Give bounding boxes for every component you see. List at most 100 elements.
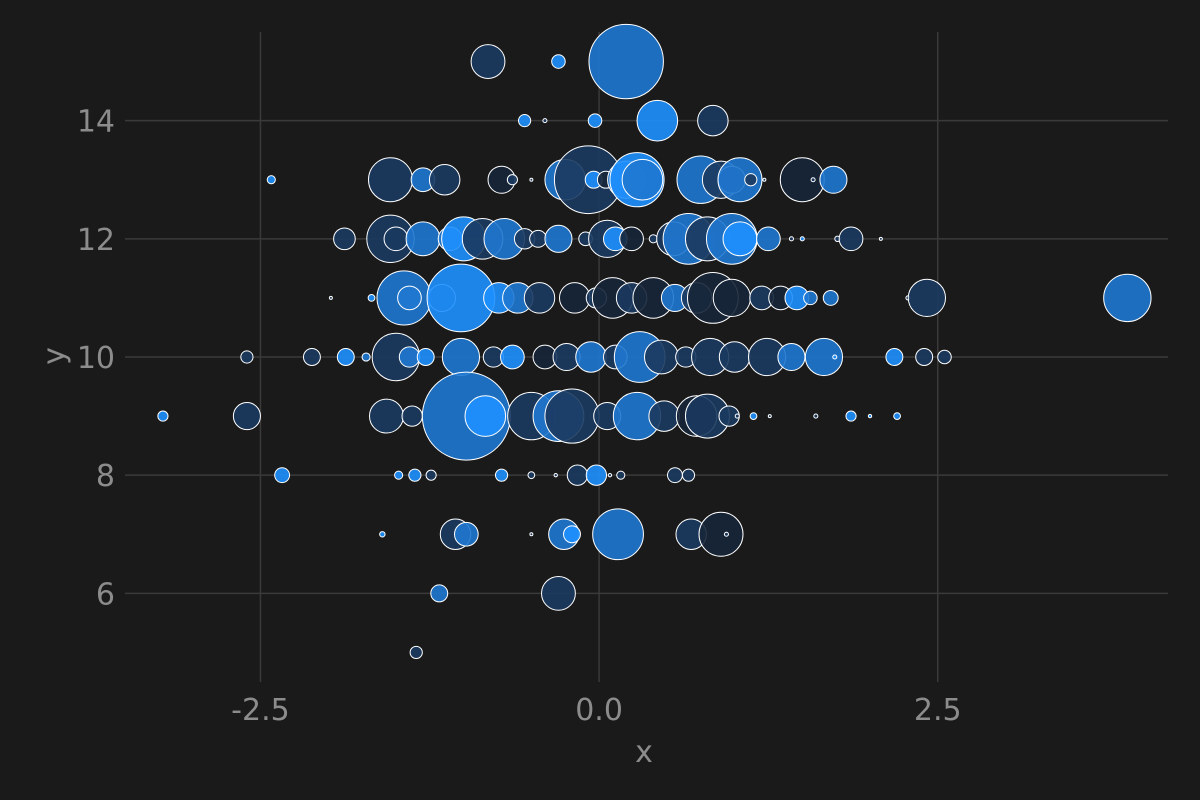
bubble-point: [803, 290, 818, 306]
bubble-point: [788, 236, 794, 242]
bubble-point: [1103, 273, 1152, 323]
bubble-point: [619, 226, 644, 252]
bubble-point: [302, 348, 321, 366]
bubble-point: [648, 234, 658, 244]
bubble-point: [394, 470, 404, 480]
bubble-point: [558, 282, 591, 314]
bubble-point: [575, 341, 607, 373]
bubble-point: [607, 472, 613, 478]
bubble-point: [397, 285, 422, 311]
bubble-point: [832, 354, 838, 360]
bubble-point: [333, 227, 356, 251]
bubble-point: [878, 236, 883, 241]
bubble-point: [379, 531, 386, 538]
y-tick-label: 12: [77, 223, 115, 258]
bubble-point: [544, 224, 573, 253]
bubble-point: [470, 44, 506, 79]
bubble-point: [587, 113, 603, 128]
bubble-point: [712, 278, 751, 318]
bubble-point: [428, 163, 461, 196]
y-tick-label: 14: [77, 105, 115, 140]
bubble-point: [383, 226, 409, 252]
bubble-point: [405, 221, 441, 257]
bubble-point: [722, 221, 758, 257]
bubble-point: [425, 469, 437, 481]
bubble-point: [718, 341, 751, 373]
bubble-point: [804, 337, 844, 377]
bubble-point: [588, 23, 664, 100]
bubble-point: [744, 173, 758, 187]
bubble-point: [838, 226, 864, 252]
bubble-point: [527, 471, 536, 480]
bubble-point: [762, 177, 767, 182]
bubble-point: [541, 575, 576, 611]
bubble-point: [274, 467, 291, 484]
bubble-point: [566, 464, 589, 486]
bubble-point: [553, 472, 558, 478]
bubble-point: [506, 174, 518, 186]
x-tick-label: 2.5: [914, 693, 962, 728]
bubble-point: [813, 413, 819, 419]
bubble-point: [893, 412, 901, 420]
bubble-point: [369, 398, 404, 434]
bubble-point: [529, 229, 548, 248]
bubble-point: [698, 511, 744, 557]
bubble-point: [401, 405, 423, 427]
bubble-point: [822, 289, 839, 306]
bubble-point: [529, 177, 534, 182]
bubble-point: [643, 339, 679, 375]
bubble-point: [799, 236, 805, 242]
bubble-point: [409, 645, 423, 660]
bubble-point: [441, 337, 481, 377]
bubble-point: [867, 413, 873, 419]
bubble-point: [240, 350, 254, 364]
x-tick-label: -2.5: [231, 693, 290, 728]
bubble-point: [697, 104, 729, 137]
bubble-point: [915, 348, 934, 366]
bubble-point: [523, 282, 556, 314]
bubble-point: [819, 165, 848, 194]
bubble-point: [585, 464, 608, 486]
bubble-point: [464, 395, 507, 437]
bubble-point: [266, 175, 276, 185]
bubble-point: [336, 348, 355, 366]
bubble-point: [551, 54, 566, 69]
bubble-point: [723, 531, 729, 537]
bubble-series: [157, 23, 1152, 660]
bubble-point: [416, 348, 435, 366]
bubble-point: [810, 177, 816, 183]
bubble-point: [717, 157, 763, 203]
bubble-point: [592, 508, 644, 561]
bubble-point: [544, 388, 600, 444]
bubble-point: [845, 410, 857, 422]
bubble-point: [157, 410, 169, 422]
bubble-point: [749, 412, 758, 420]
bubble-point: [667, 467, 683, 484]
bubble-point: [767, 414, 772, 419]
bubble-point: [232, 402, 261, 431]
y-tick-label: 10: [77, 341, 115, 376]
x-tick-label: 0.0: [575, 693, 623, 728]
x-axis-label: x: [635, 735, 653, 770]
bubble-point: [367, 157, 413, 203]
bubble-point: [408, 468, 422, 482]
bubble-point: [616, 470, 626, 480]
bubble-point: [777, 342, 806, 372]
bubble-point: [398, 346, 421, 368]
y-tick-label: 8: [96, 459, 115, 494]
bubble-point: [328, 295, 333, 300]
bubble-point: [756, 226, 781, 252]
y-axis-label: y: [37, 347, 72, 365]
bubble-point: [361, 352, 371, 362]
bubble-point: [681, 468, 696, 482]
bubble-point: [542, 118, 548, 124]
bubble-point: [937, 349, 952, 365]
bubble-point: [621, 158, 664, 201]
bubble-point: [367, 294, 376, 302]
bubble-point: [885, 348, 904, 366]
bubble-point: [734, 413, 740, 419]
bubble-point: [907, 278, 947, 318]
bubble-point: [517, 114, 532, 128]
